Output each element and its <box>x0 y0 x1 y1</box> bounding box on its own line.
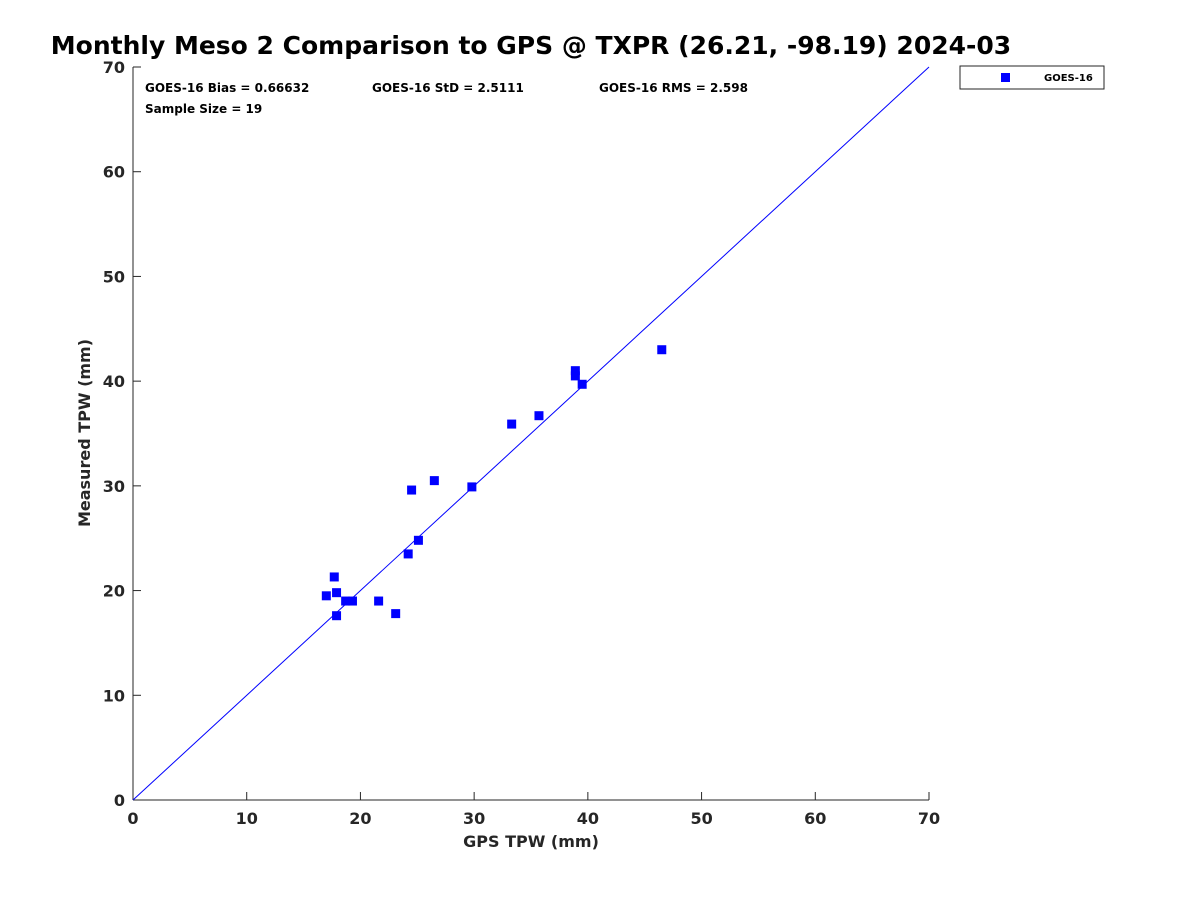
reference-line-layer <box>132 66 930 801</box>
sample-size-annotation: Sample Size = 19 <box>145 102 262 116</box>
legend-label: GOES-16 <box>1044 73 1093 84</box>
data-point <box>332 588 342 598</box>
legend-marker <box>1001 73 1010 82</box>
data-point <box>413 535 423 545</box>
y-tick-label: 60 <box>103 163 125 182</box>
data-point <box>391 609 401 619</box>
one-to-one-line <box>132 66 930 801</box>
data-point <box>577 379 587 389</box>
bias-annotation: GOES-16 Bias = 0.66632 <box>145 81 309 95</box>
y-tick-label: 0 <box>114 791 125 810</box>
x-tick-label: 40 <box>577 809 599 828</box>
y-tick-label: 20 <box>103 582 125 601</box>
y-tick-label: 30 <box>103 477 125 496</box>
data-point <box>329 572 339 582</box>
x-tick-label: 10 <box>236 809 258 828</box>
x-tick-label: 60 <box>804 809 826 828</box>
chart-title: Monthly Meso 2 Comparison to GPS @ TXPR … <box>51 31 1011 60</box>
data-point <box>403 549 413 559</box>
rms-annotation: GOES-16 RMS = 2.598 <box>599 81 748 95</box>
data-point <box>570 366 580 376</box>
x-tick-label: 30 <box>463 809 485 828</box>
y-tick-label: 50 <box>103 267 125 286</box>
legend-box <box>959 65 1105 90</box>
data-point <box>374 596 384 606</box>
std-annotation: GOES-16 StD = 2.5111 <box>372 81 524 95</box>
x-tick-label: 50 <box>690 809 712 828</box>
y-tick-label: 70 <box>103 58 125 77</box>
x-tick-label: 20 <box>349 809 371 828</box>
data-point <box>467 482 477 492</box>
data-point <box>657 345 667 355</box>
x-tick-label: 0 <box>127 809 138 828</box>
legend: GOES-16 <box>959 65 1105 90</box>
y-axis-label: Measured TPW (mm) <box>75 339 94 527</box>
data-point <box>570 371 580 381</box>
axes: 0 10 20 30 40 50 60 70 0 10 20 30 40 50 60 70 <box>103 58 940 828</box>
data-point <box>347 596 357 606</box>
data-point <box>321 591 331 601</box>
data-point <box>534 411 544 421</box>
x-tick-label: 70 <box>918 809 940 828</box>
data-point <box>429 476 439 486</box>
data-point <box>332 611 342 621</box>
data-point <box>407 485 417 495</box>
data-point <box>341 596 351 606</box>
data-points-layer <box>321 345 667 621</box>
data-point <box>507 419 517 429</box>
y-tick-label: 40 <box>103 372 125 391</box>
x-axis-label: GPS TPW (mm) <box>463 832 599 851</box>
y-tick-label: 10 <box>103 686 125 705</box>
